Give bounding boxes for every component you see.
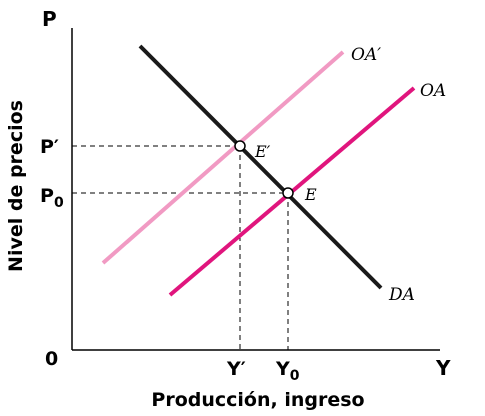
y-axis-letter: P	[42, 7, 57, 31]
equilibrium-point-e-prime	[234, 140, 246, 152]
da-label: DA	[388, 285, 415, 305]
oa-prime-curve	[101, 50, 345, 265]
equilibrium-point-e	[282, 187, 294, 199]
p0-label: P0	[40, 185, 64, 211]
p0-label-base: P	[40, 185, 54, 207]
p-prime-label: P′	[40, 136, 59, 158]
oa-prime-label: OA′	[351, 45, 381, 65]
y0-label: Y0	[275, 358, 300, 384]
y-axis-title: Nivel de precios	[5, 100, 27, 272]
p0-label-subscript: 0	[54, 195, 64, 211]
y0-label-subscript: 0	[290, 368, 300, 384]
da-curve	[138, 44, 383, 290]
x-axis-title: Producción, ingreso	[151, 389, 364, 411]
origin-label: 0	[45, 348, 58, 370]
oa-label: OA	[420, 81, 446, 101]
e-label: E	[304, 185, 317, 204]
x-axis-letter: Y	[435, 356, 451, 380]
y0-label-base: Y	[275, 358, 290, 380]
y-prime-label: Y′	[226, 358, 246, 380]
e-prime-label: E′	[254, 142, 271, 161]
